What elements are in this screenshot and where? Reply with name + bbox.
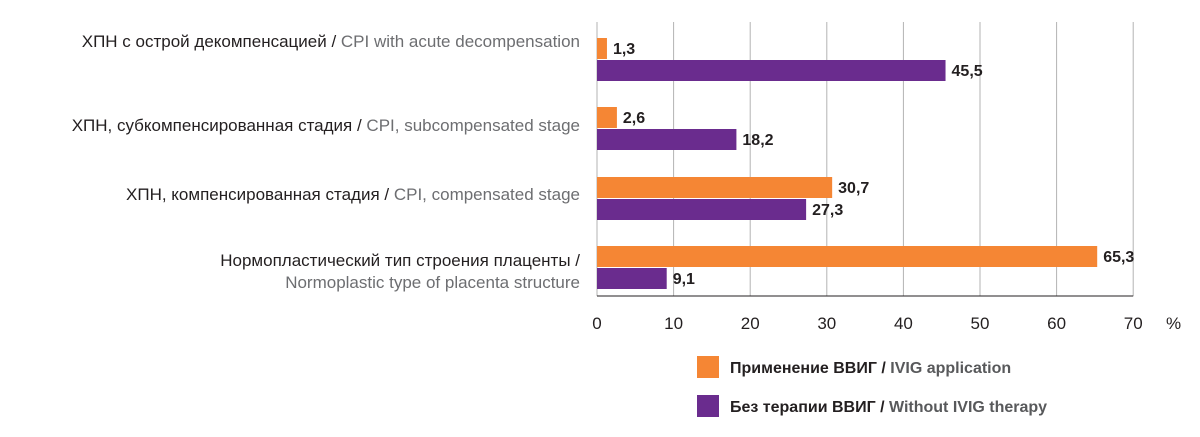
category-label: ХПН, компенсированная стадия / CPI, comp… bbox=[126, 185, 580, 204]
category-label-en: CPI, subcompensated stage bbox=[366, 116, 580, 135]
legend-label-en: IVIG application bbox=[890, 360, 1011, 377]
x-tick-label: 50 bbox=[971, 314, 990, 333]
value-label: 9,1 bbox=[673, 271, 695, 288]
category-label-ru: ХПН с острой декомпенсацией / bbox=[82, 32, 341, 51]
legend-label-ru: Без терапии ВВИГ / bbox=[730, 399, 889, 416]
bar-series2-cat1 bbox=[597, 60, 946, 81]
value-label: 30,7 bbox=[838, 180, 869, 197]
category-label: ХПН с острой декомпенсацией / CPI with a… bbox=[82, 32, 580, 51]
bar-series1-cat2 bbox=[597, 107, 617, 128]
category-label: ХПН, субкомпенсированная стадия / CPI, s… bbox=[72, 116, 580, 135]
value-label: 2,6 bbox=[623, 110, 645, 127]
bar-series1-cat4 bbox=[597, 246, 1098, 267]
x-tick-label: 0 bbox=[592, 314, 601, 333]
category-label-en: CPI, compensated stage bbox=[394, 185, 580, 204]
bar-series2-cat4 bbox=[597, 268, 667, 289]
x-tick-label: 60 bbox=[1047, 314, 1066, 333]
value-label: 27,3 bbox=[812, 202, 843, 219]
category-label-ru: ХПН, компенсированная стадия / bbox=[126, 185, 394, 204]
x-tick-label: 40 bbox=[894, 314, 913, 333]
legend-swatch-2 bbox=[697, 395, 719, 417]
legend-label-en: Without IVIG therapy bbox=[889, 399, 1047, 416]
category-label-ru: ХПН, субкомпенсированная стадия / bbox=[72, 116, 367, 135]
x-tick-label: 30 bbox=[817, 314, 836, 333]
value-label: 65,3 bbox=[1103, 249, 1134, 266]
bar-series2-cat2 bbox=[597, 129, 737, 150]
value-label: 45,5 bbox=[952, 63, 983, 80]
unit-label: % bbox=[1166, 314, 1181, 333]
category-label-en: CPI with acute decompensation bbox=[341, 32, 580, 51]
value-label: 1,3 bbox=[613, 41, 635, 58]
legend-swatch-1 bbox=[697, 356, 719, 378]
category-label-en: Normoplastic type of placenta structure bbox=[285, 273, 580, 292]
legend-label: Применение ВВИГ / IVIG application bbox=[730, 360, 1011, 377]
bar-series1-cat1 bbox=[597, 38, 607, 59]
value-label: 18,2 bbox=[742, 132, 773, 149]
x-tick-label: 20 bbox=[741, 314, 760, 333]
legend-label-ru: Применение ВВИГ / bbox=[730, 360, 890, 377]
bar-series1-cat3 bbox=[597, 177, 833, 198]
x-tick-label: 70 bbox=[1124, 314, 1143, 333]
category-label-ru: Нормопластический тип строения плаценты … bbox=[220, 251, 580, 270]
legend-label: Без терапии ВВИГ / Without IVIG therapy bbox=[730, 399, 1047, 416]
x-tick-label: 10 bbox=[664, 314, 683, 333]
bar-series2-cat3 bbox=[597, 199, 807, 220]
